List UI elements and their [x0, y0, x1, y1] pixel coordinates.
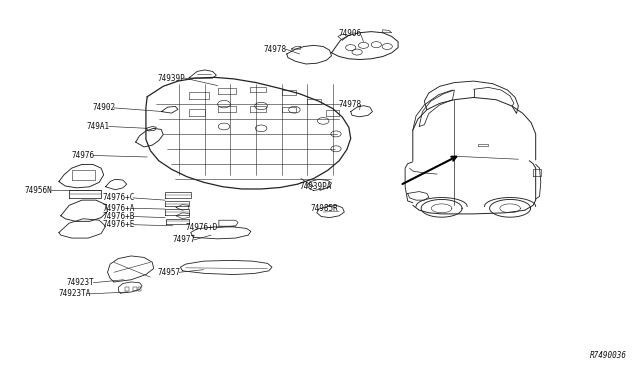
Text: 74923TA: 74923TA — [58, 289, 91, 298]
Text: 74957: 74957 — [157, 268, 180, 277]
Text: 74978: 74978 — [264, 45, 287, 54]
Text: 74923T: 74923T — [67, 278, 95, 287]
Text: 74906: 74906 — [339, 29, 362, 38]
Text: 74902: 74902 — [92, 103, 115, 112]
Text: 74939P: 74939P — [158, 74, 186, 83]
Text: 74985R: 74985R — [310, 204, 338, 213]
Text: 749A1: 749A1 — [87, 122, 110, 131]
Text: 74939PA: 74939PA — [299, 182, 332, 191]
Text: 74978: 74978 — [339, 100, 362, 109]
Text: 74976: 74976 — [72, 151, 95, 160]
Text: 74976+B: 74976+B — [102, 212, 134, 221]
Text: 74976+C: 74976+C — [102, 193, 134, 202]
Text: 74976+E: 74976+E — [102, 220, 134, 229]
Text: 74976+D: 74976+D — [185, 223, 218, 232]
Text: 74976+A: 74976+A — [102, 204, 134, 213]
Text: R7490036: R7490036 — [590, 351, 627, 360]
Text: 74977: 74977 — [172, 235, 195, 244]
Text: 74956N: 74956N — [25, 186, 52, 195]
